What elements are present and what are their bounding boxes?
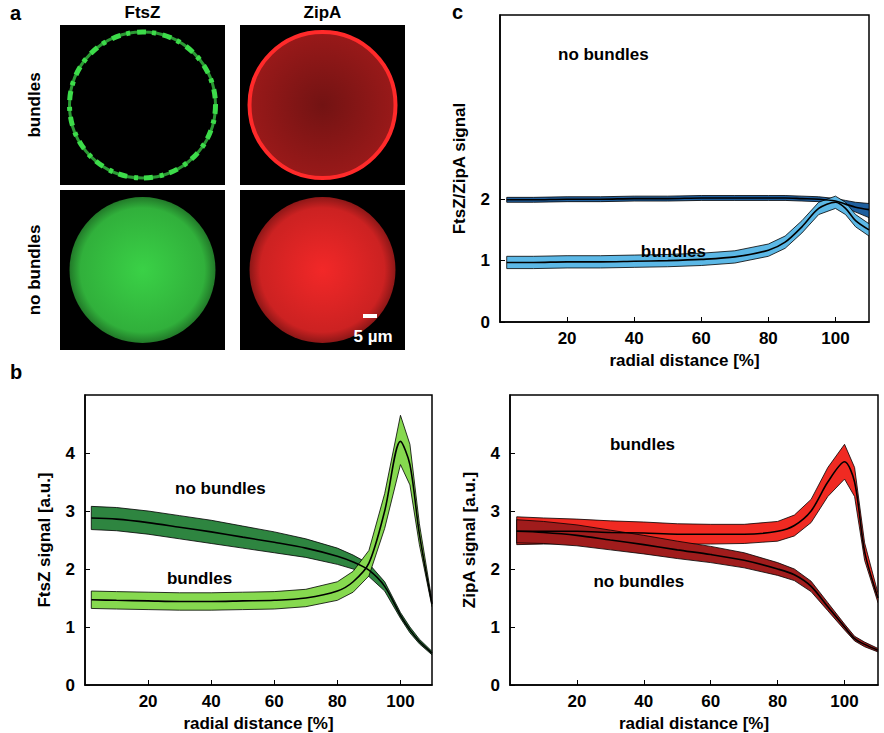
svg-text:60: 60	[265, 692, 284, 711]
svg-text:no bundles: no bundles	[593, 572, 684, 591]
svg-text:40: 40	[202, 692, 221, 711]
svg-text:5 µm: 5 µm	[353, 327, 392, 346]
svg-text:20: 20	[567, 692, 586, 711]
svg-text:100: 100	[821, 329, 849, 348]
svg-text:radial distance [%]: radial distance [%]	[609, 351, 759, 370]
svg-text:60: 60	[692, 329, 711, 348]
svg-text:2: 2	[491, 560, 500, 579]
svg-text:100: 100	[386, 692, 414, 711]
svg-text:bundles: bundles	[641, 242, 706, 261]
svg-text:100: 100	[830, 692, 858, 711]
svg-text:40: 40	[625, 329, 644, 348]
svg-text:4: 4	[66, 444, 76, 463]
svg-text:60: 60	[701, 692, 720, 711]
svg-text:0: 0	[491, 676, 500, 695]
svg-text:ZipA: ZipA	[304, 3, 342, 22]
svg-text:2: 2	[481, 190, 490, 209]
svg-text:radial distance [%]: radial distance [%]	[183, 714, 333, 733]
svg-text:1: 1	[66, 618, 75, 637]
svg-text:bundles: bundles	[25, 72, 44, 137]
svg-text:b: b	[10, 361, 22, 383]
svg-text:radial distance [%]: radial distance [%]	[619, 714, 769, 733]
svg-text:3: 3	[491, 502, 500, 521]
svg-text:0: 0	[481, 313, 490, 332]
svg-text:1: 1	[491, 618, 500, 637]
svg-text:FtsZ/ZipA signal: FtsZ/ZipA signal	[450, 103, 469, 235]
svg-text:40: 40	[634, 692, 653, 711]
svg-text:2: 2	[66, 560, 75, 579]
svg-text:no bundles: no bundles	[175, 479, 266, 498]
svg-text:20: 20	[558, 329, 577, 348]
svg-text:no bundles: no bundles	[25, 225, 44, 316]
svg-text:4: 4	[491, 444, 501, 463]
svg-text:FtsZ signal [a.u.]: FtsZ signal [a.u.]	[35, 472, 54, 607]
svg-text:no bundles: no bundles	[558, 45, 649, 64]
svg-text:0: 0	[66, 676, 75, 695]
svg-text:bundles: bundles	[610, 435, 675, 454]
svg-text:ZipA signal [a.u.]: ZipA signal [a.u.]	[460, 472, 479, 608]
svg-text:80: 80	[328, 692, 347, 711]
svg-text:a: a	[10, 2, 22, 24]
svg-text:c: c	[452, 1, 463, 23]
svg-text:80: 80	[759, 329, 778, 348]
svg-text:1: 1	[481, 251, 490, 270]
svg-text:3: 3	[66, 502, 75, 521]
svg-text:20: 20	[139, 692, 158, 711]
svg-text:80: 80	[768, 692, 787, 711]
svg-text:bundles: bundles	[167, 569, 232, 588]
svg-text:FtsZ: FtsZ	[125, 3, 161, 22]
